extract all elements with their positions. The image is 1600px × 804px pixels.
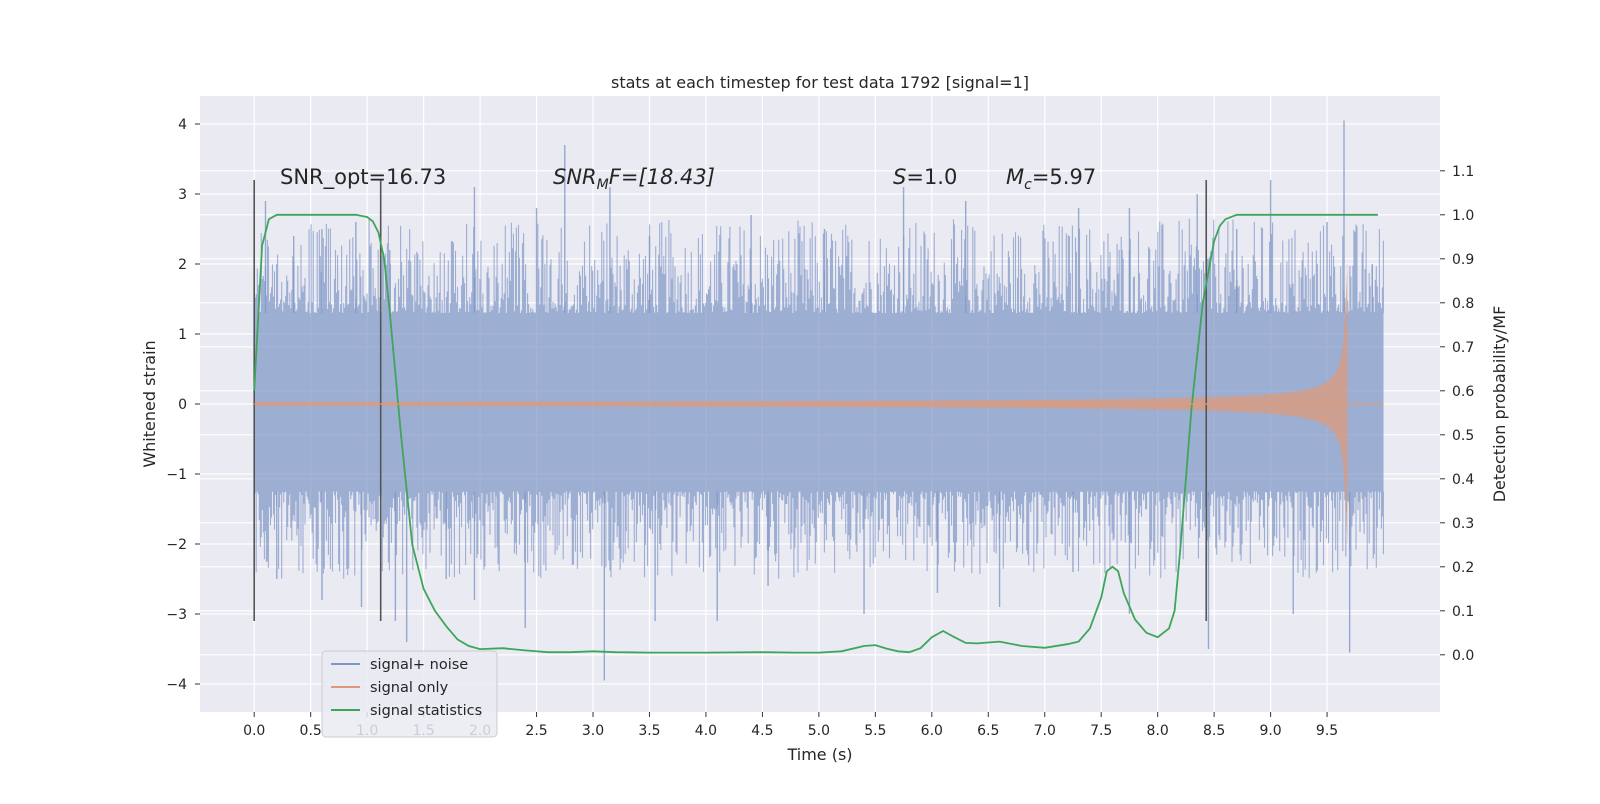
x-tick-label: 5.5 bbox=[864, 723, 886, 739]
x-tick-label: 6.5 bbox=[977, 723, 999, 739]
s-sym: S bbox=[893, 165, 906, 189]
annotation-s: S=1.0 bbox=[893, 165, 957, 189]
y-axis-ticks: 4 3 2 1 0 −1 −2 −3 −4 bbox=[166, 117, 200, 693]
vertical-marker-lines bbox=[253, 180, 1208, 621]
y2-tick-label: 0.0 bbox=[1452, 648, 1474, 664]
y-tick-label: −4 bbox=[166, 677, 187, 693]
y-tick-label: −3 bbox=[166, 607, 187, 623]
y2-tick-label: 0.8 bbox=[1452, 296, 1474, 312]
legend: signal+ noise signal only signal statist… bbox=[321, 650, 498, 738]
x-tick-label: 5.0 bbox=[808, 723, 830, 739]
x-tick-label: 4.0 bbox=[695, 723, 717, 739]
y2-tick-label: 0.5 bbox=[1452, 428, 1474, 444]
snr-mf-base: SNR bbox=[553, 165, 597, 189]
y-tick-label: 1 bbox=[178, 327, 187, 343]
x-tick-label: 8.0 bbox=[1147, 723, 1169, 739]
y-tick-label: 2 bbox=[178, 257, 187, 273]
y2-tick-label: 0.2 bbox=[1452, 560, 1474, 576]
x-tick-label: 2.5 bbox=[525, 723, 547, 739]
annotation-mc: Mc=5.97 bbox=[1006, 165, 1096, 193]
y-tick-label: 4 bbox=[178, 117, 187, 133]
annotation-snr-mf: SNRMF=[18.43] bbox=[553, 165, 715, 193]
y2-tick-label: 0.7 bbox=[1452, 340, 1474, 356]
y-tick-label: 3 bbox=[178, 187, 187, 203]
y2-tick-label: 0.9 bbox=[1452, 252, 1474, 268]
y-tick-label: −2 bbox=[166, 537, 187, 553]
y2-tick-label: 0.1 bbox=[1452, 604, 1474, 620]
y-axis-label: Whitened strain bbox=[140, 340, 159, 467]
mc-sub: c bbox=[1024, 177, 1032, 193]
y2-tick-label: 0.3 bbox=[1452, 516, 1474, 532]
x-tick-label: 7.0 bbox=[1034, 723, 1056, 739]
y2-tick-label: 0.6 bbox=[1452, 384, 1474, 400]
x-axis-label: Time (s) bbox=[786, 745, 852, 764]
y2-tick-label: 1.1 bbox=[1452, 164, 1474, 180]
y2-axis-ticks: 1.1 1.0 0.9 0.8 0.7 0.6 0.5 0.4 0.3 0.2 0.1 0.0 bbox=[1440, 164, 1474, 664]
x-tick-label: 9.0 bbox=[1259, 723, 1281, 739]
x-tick-label: 3.5 bbox=[638, 723, 660, 739]
x-tick-label: 6.0 bbox=[921, 723, 943, 739]
y2-tick-label: 1.0 bbox=[1452, 208, 1474, 224]
chart-title: stats at each timestep for test data 179… bbox=[611, 73, 1029, 92]
x-tick-label: 7.5 bbox=[1090, 723, 1112, 739]
x-tick-label: 9.5 bbox=[1316, 723, 1338, 739]
x-axis-ticks: 0.00.51.01.52.02.53.03.54.04.55.05.56.06… bbox=[243, 712, 1338, 739]
y-tick-label: 0 bbox=[178, 397, 187, 413]
y2-tick-label: 0.4 bbox=[1452, 472, 1474, 488]
s-val: =1.0 bbox=[906, 165, 957, 189]
legend-label-signal-plus-noise: signal+ noise bbox=[370, 657, 468, 673]
plot-data-layer bbox=[253, 120, 1384, 681]
x-tick-label: 0.0 bbox=[243, 723, 265, 739]
y-tick-label: −1 bbox=[166, 467, 187, 483]
series-signal-statistics bbox=[253, 213, 1378, 654]
x-tick-label: 0.5 bbox=[300, 723, 322, 739]
legend-label-signal-statistics: signal statistics bbox=[370, 703, 482, 719]
snr-mf-rest: F=[18.43] bbox=[609, 165, 715, 189]
x-tick-label: 8.5 bbox=[1203, 723, 1225, 739]
y2-axis-label: Detection probability/MF bbox=[1490, 306, 1509, 503]
mc-sym: M bbox=[1006, 165, 1024, 189]
legend-label-signal-only: signal only bbox=[370, 680, 449, 696]
x-tick-label: 4.5 bbox=[751, 723, 773, 739]
legend-box bbox=[321, 650, 498, 738]
x-tick-label: 3.0 bbox=[582, 723, 604, 739]
noise-spikes bbox=[253, 120, 1384, 681]
annotation-snr-opt: SNR_opt=16.73 bbox=[280, 165, 446, 190]
mc-val: =5.97 bbox=[1032, 165, 1096, 189]
snr-mf-sub: M bbox=[597, 177, 609, 193]
